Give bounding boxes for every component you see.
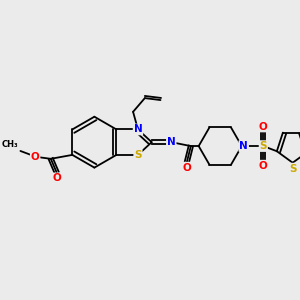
Text: O: O: [259, 161, 268, 171]
Text: S: S: [134, 150, 142, 160]
Text: S: S: [289, 164, 296, 174]
Text: N: N: [167, 137, 176, 147]
Text: O: O: [259, 122, 268, 131]
Text: CH₃: CH₃: [2, 140, 19, 149]
Text: O: O: [52, 173, 61, 183]
Text: N: N: [134, 124, 142, 134]
Text: O: O: [31, 152, 40, 162]
Text: O: O: [183, 163, 191, 172]
Text: S: S: [260, 141, 267, 151]
Text: N: N: [239, 141, 248, 151]
